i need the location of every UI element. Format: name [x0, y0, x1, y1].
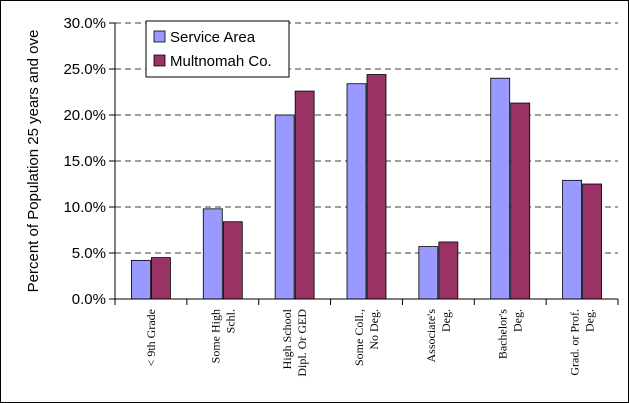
- bars: [131, 74, 602, 300]
- category-label: Associate's: [424, 309, 438, 363]
- bar-service-area: [490, 77, 511, 300]
- bar-multnomah-co: [438, 241, 459, 300]
- category-label: Grad. or Prof.: [568, 309, 582, 376]
- bar-service-area: [274, 114, 295, 300]
- y-tick-label: 5.0%: [72, 245, 106, 262]
- category-label: Bachelor's: [496, 309, 510, 359]
- bar-multnomah-co: [222, 221, 243, 300]
- bar-multnomah-co: [294, 90, 315, 300]
- y-tick-label: 0.0%: [72, 291, 106, 308]
- y-tick-label: 10.0%: [63, 199, 106, 216]
- bar-multnomah-co: [151, 257, 171, 300]
- bar-multnomah-co: [366, 74, 387, 300]
- category-label: Dipl. Or GED: [295, 309, 309, 377]
- legend-swatch-service-area: [153, 30, 166, 43]
- y-axis-label: Percent of Population 25 years and ove: [25, 30, 42, 293]
- category-label: High School: [280, 308, 294, 369]
- bar-service-area: [346, 83, 367, 300]
- category-label: Deg.: [583, 309, 597, 332]
- bar-service-area: [418, 246, 439, 300]
- bar-service-area: [202, 208, 223, 300]
- legend-label-multnomah-co: Multnomah Co.: [170, 53, 272, 70]
- bar-service-area: [131, 259, 151, 300]
- legend: Service Area Multnomah Co.: [145, 20, 290, 78]
- y-tick-label: 25.0%: [63, 61, 106, 78]
- category-label: Some High: [208, 309, 222, 363]
- axes: [114, 23, 619, 305]
- category-label: No Deg.: [367, 309, 381, 350]
- category-labels: < 9th Grade Some High Schl. High School Dipl…: [144, 308, 597, 376]
- legend-swatch-multnomah-co: [153, 54, 166, 67]
- y-tick-label: 15.0%: [63, 153, 106, 170]
- y-tick-label: 20.0%: [63, 107, 106, 124]
- category-label: Schl.: [223, 309, 237, 333]
- bar-service-area: [562, 179, 582, 300]
- category-label: Some Coll.,: [352, 309, 366, 366]
- legend-label-service-area: Service Area: [170, 29, 256, 46]
- y-tick-label: 30.0%: [63, 15, 106, 32]
- bar-multnomah-co: [582, 183, 602, 300]
- legend-box: [145, 20, 290, 78]
- bar-multnomah-co: [510, 102, 531, 300]
- y-tick-labels: 0.0% 5.0% 10.0% 15.0% 20.0% 25.0% 30.0%: [63, 15, 106, 308]
- category-label: Deg.: [511, 309, 525, 332]
- category-label: < 9th Grade: [144, 309, 158, 366]
- category-label: Deg.: [439, 309, 453, 332]
